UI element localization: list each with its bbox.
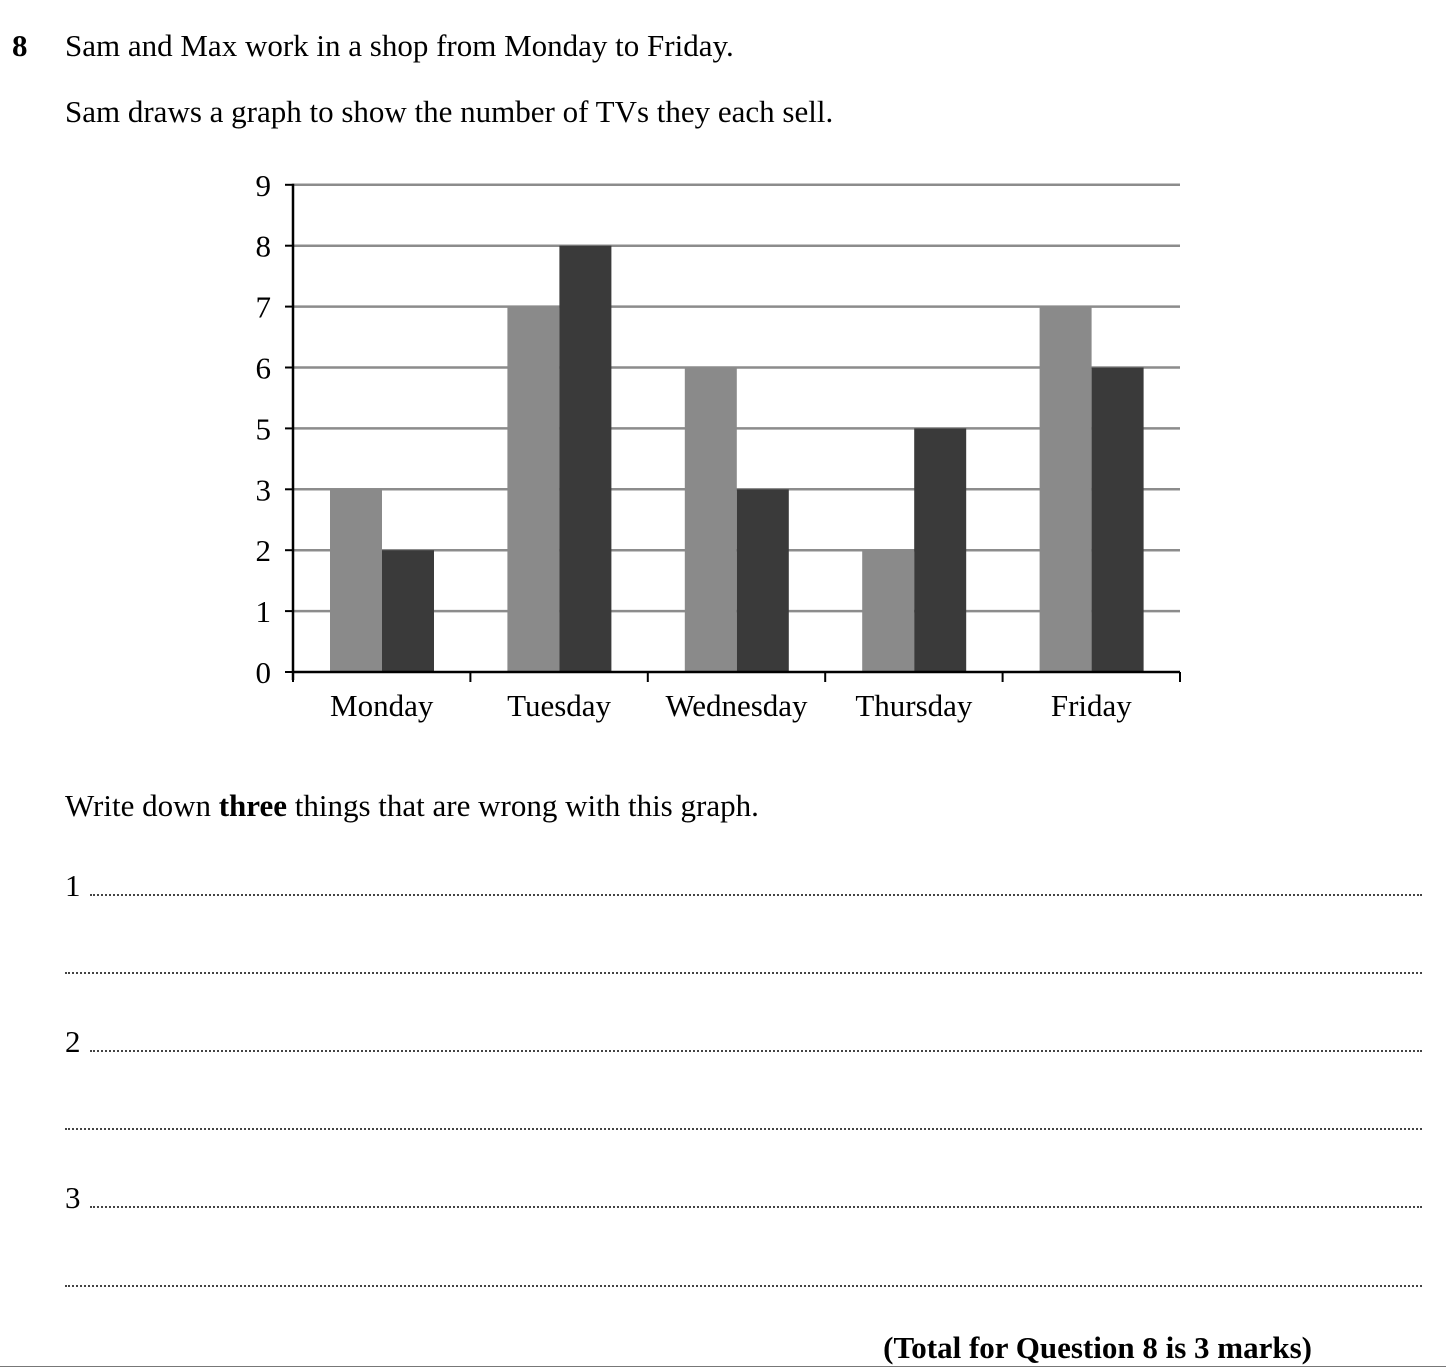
intro-line-1: Sam and Max work in a shop from Monday t… <box>65 28 734 63</box>
answer-line-2a[interactable] <box>90 1050 1422 1052</box>
answer-line-2b[interactable] <box>65 1128 1422 1130</box>
answer-label-2: 2 <box>65 1024 81 1059</box>
answer-line-3b[interactable] <box>65 1285 1422 1287</box>
instruction: Write down three things that are wrong w… <box>65 788 759 824</box>
bar-chart: 0 1 2 3 5 6 7 8 9 Monday Tuesday Wednesday Thursday F… <box>256 168 1181 723</box>
bar <box>684 367 737 672</box>
y-tick-label: 7 <box>256 290 272 325</box>
answer-line-1a[interactable] <box>90 894 1422 896</box>
question-number: 8 <box>12 28 28 63</box>
bar <box>330 489 382 672</box>
bar <box>559 245 612 672</box>
bar <box>914 428 967 672</box>
answer-label-1: 1 <box>65 868 81 903</box>
bar <box>507 306 560 672</box>
x-category-label: Friday <box>1051 688 1132 723</box>
y-tick-label: 3 <box>256 472 272 507</box>
bar <box>736 489 789 672</box>
answer-line-3a[interactable] <box>90 1206 1422 1208</box>
intro-line-2: Sam draws a graph to show the number of … <box>65 94 834 129</box>
x-category-label: Wednesday <box>665 688 808 723</box>
instruction-pre: Write down <box>65 788 219 823</box>
y-tick-label: 8 <box>256 229 272 264</box>
bar <box>1091 367 1144 672</box>
total-marks: (Total for Question 8 is 3 marks) <box>883 1330 1312 1365</box>
x-category-label: Tuesday <box>507 688 611 723</box>
answer-line-1b[interactable] <box>65 972 1422 974</box>
bar <box>382 550 434 672</box>
bar <box>1039 306 1092 672</box>
y-tick-label: 9 <box>256 168 272 203</box>
y-tick-label: 0 <box>256 655 272 690</box>
bar <box>862 550 915 672</box>
y-tick-label: 5 <box>256 411 272 446</box>
x-category-label: Monday <box>330 688 434 723</box>
y-tick-label: 2 <box>256 533 272 568</box>
instruction-post: things that are wrong with this graph. <box>287 788 759 823</box>
instruction-bold: three <box>218 788 288 823</box>
y-tick-label: 6 <box>256 351 272 386</box>
x-category-label: Thursday <box>855 688 973 723</box>
answer-label-3: 3 <box>65 1180 81 1215</box>
page-bottom-rule <box>0 1366 1446 1367</box>
y-tick-label: 1 <box>256 594 272 629</box>
